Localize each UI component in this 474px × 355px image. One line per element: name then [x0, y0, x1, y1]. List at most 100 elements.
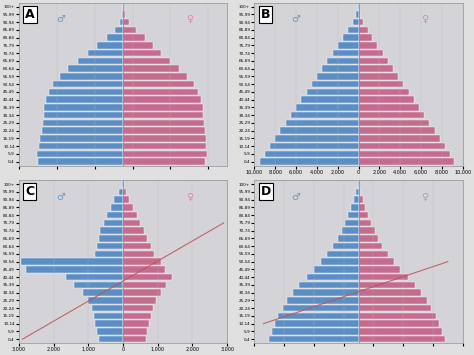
Bar — [358, 158, 455, 165]
Bar — [93, 313, 123, 319]
Bar — [99, 235, 123, 242]
Bar — [95, 320, 123, 327]
Bar — [283, 305, 358, 311]
Bar — [358, 258, 394, 265]
Bar — [88, 297, 123, 304]
Bar — [358, 27, 368, 33]
Bar — [333, 50, 358, 56]
Bar — [358, 89, 409, 95]
Bar — [358, 274, 408, 280]
Bar — [123, 27, 137, 33]
Bar — [275, 135, 358, 142]
Bar — [358, 196, 363, 203]
Bar — [358, 243, 383, 250]
Bar — [299, 282, 358, 288]
Bar — [358, 65, 393, 72]
Bar — [123, 58, 170, 64]
Bar — [358, 181, 359, 187]
Bar — [123, 135, 206, 142]
Bar — [307, 89, 358, 95]
Bar — [358, 235, 378, 242]
Bar — [123, 235, 147, 242]
Bar — [114, 196, 123, 203]
Bar — [358, 143, 445, 149]
Bar — [348, 212, 358, 218]
Bar — [348, 27, 358, 33]
Bar — [123, 336, 146, 343]
Bar — [328, 251, 358, 257]
Bar — [358, 73, 398, 80]
Bar — [123, 34, 145, 41]
Bar — [104, 220, 123, 226]
Bar — [358, 212, 368, 218]
Text: ♀: ♀ — [186, 14, 193, 24]
Bar — [358, 135, 440, 142]
Bar — [291, 112, 358, 119]
Text: ♂: ♂ — [56, 192, 65, 202]
Bar — [123, 11, 125, 18]
Text: ♂: ♂ — [292, 192, 301, 202]
Bar — [123, 189, 126, 195]
Bar — [123, 151, 207, 157]
Bar — [358, 220, 371, 226]
Bar — [98, 42, 123, 49]
Bar — [328, 58, 358, 64]
Bar — [40, 135, 123, 142]
Bar — [358, 204, 365, 211]
Bar — [307, 274, 358, 280]
Bar — [123, 204, 133, 211]
Bar — [123, 251, 154, 257]
Bar — [123, 328, 147, 335]
Bar — [45, 104, 123, 111]
Bar — [358, 58, 388, 64]
Bar — [123, 266, 164, 273]
Bar — [95, 251, 123, 257]
Bar — [39, 143, 123, 149]
Text: D: D — [261, 185, 271, 198]
Bar — [321, 258, 358, 265]
Bar — [358, 189, 361, 195]
Bar — [111, 204, 123, 211]
Text: ♀: ♀ — [421, 192, 429, 202]
Bar — [123, 143, 206, 149]
Bar — [123, 282, 166, 288]
Bar — [270, 143, 358, 149]
Bar — [358, 251, 388, 257]
Bar — [123, 81, 194, 87]
Bar — [353, 19, 358, 26]
Bar — [343, 34, 358, 41]
Bar — [338, 235, 358, 242]
Bar — [356, 11, 358, 18]
Bar — [99, 336, 123, 343]
Text: C: C — [25, 185, 34, 198]
Text: ♂: ♂ — [56, 14, 65, 24]
Bar — [275, 320, 358, 327]
Bar — [358, 297, 427, 304]
Bar — [265, 151, 358, 157]
Text: A: A — [25, 8, 35, 21]
Bar — [351, 204, 358, 211]
Bar — [358, 34, 372, 41]
Bar — [358, 81, 403, 87]
Bar — [107, 34, 123, 41]
Bar — [293, 289, 358, 296]
Bar — [333, 243, 358, 250]
Bar — [123, 258, 161, 265]
Bar — [358, 336, 445, 343]
Bar — [123, 196, 128, 203]
Bar — [123, 243, 151, 250]
Bar — [115, 27, 123, 33]
Bar — [123, 120, 204, 126]
Bar — [123, 127, 205, 134]
Bar — [49, 89, 123, 95]
Bar — [358, 120, 429, 126]
Bar — [358, 320, 439, 327]
Bar — [123, 50, 161, 56]
Bar — [123, 297, 156, 304]
Bar — [312, 81, 358, 87]
Bar — [123, 65, 179, 72]
Bar — [123, 220, 140, 226]
Bar — [278, 313, 358, 319]
Bar — [123, 112, 203, 119]
Bar — [342, 227, 358, 234]
